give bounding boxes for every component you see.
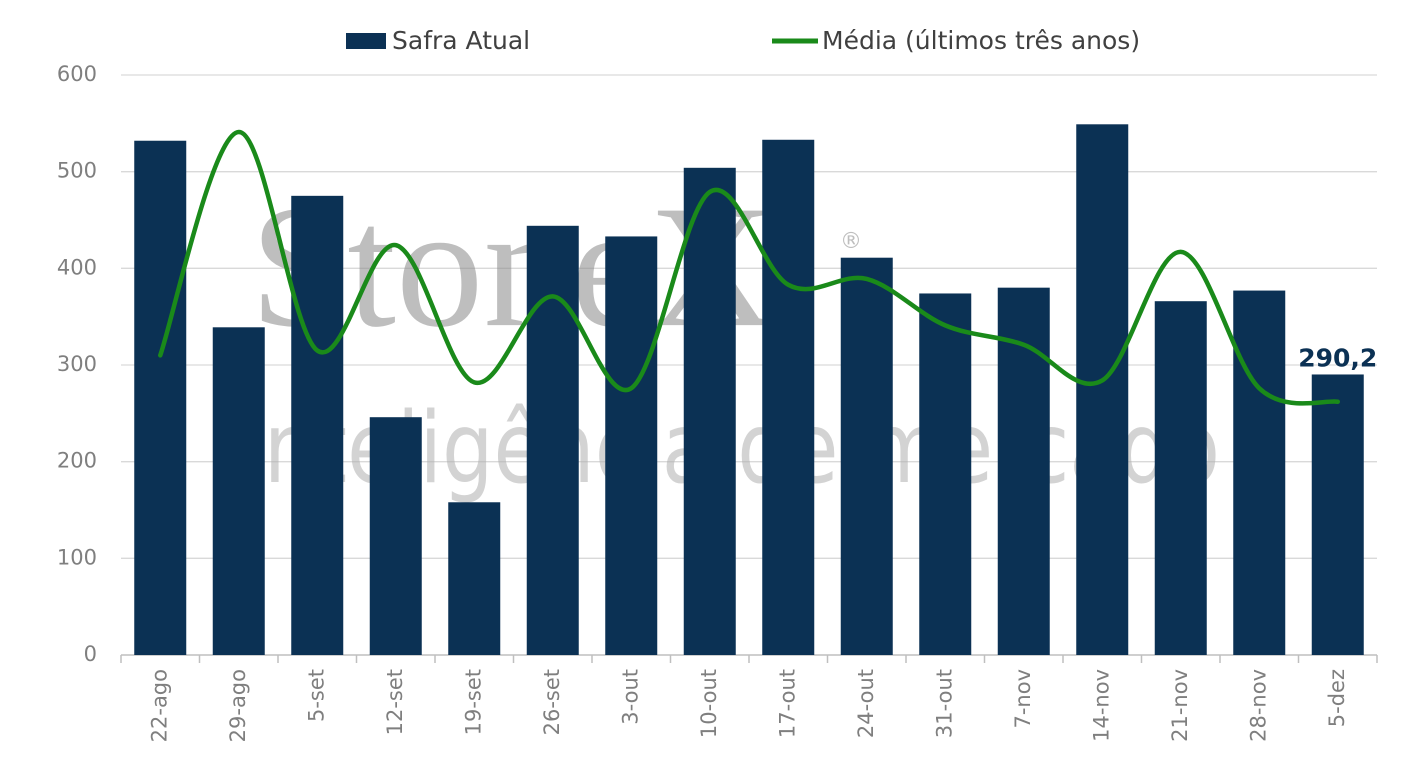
bar <box>1311 374 1364 655</box>
x-tick-label: 17-out <box>775 669 799 738</box>
bar <box>448 502 501 655</box>
y-tick-label: 300 <box>57 352 97 376</box>
data-label: 290,2 <box>1298 343 1377 372</box>
x-tick-label: 14-nov <box>1089 669 1113 742</box>
y-tick-label: 400 <box>57 255 97 279</box>
legend-label: Safra Atual <box>392 26 530 55</box>
x-tick-label: 29-ago <box>226 669 250 742</box>
line <box>158 129 1340 406</box>
bar <box>997 287 1050 655</box>
y-tick-label: 600 <box>57 62 97 86</box>
legend-label: Média (últimos três anos) <box>822 26 1140 55</box>
y-tick-label: 100 <box>57 545 97 569</box>
bar <box>840 257 893 655</box>
x-tick-label: 12-set <box>383 669 407 735</box>
x-tick-label: 31-out <box>932 669 956 738</box>
x-tick-label: 26-set <box>540 669 564 735</box>
bar <box>605 236 658 655</box>
bar <box>212 327 265 655</box>
bar <box>369 417 422 655</box>
bar <box>291 195 344 656</box>
x-tick-label: 10-out <box>697 669 721 738</box>
y-tick-label: 500 <box>57 159 97 183</box>
watermark-registered: ® <box>840 229 862 254</box>
bar <box>1233 290 1286 655</box>
x-tick-label: 28-nov <box>1246 669 1270 742</box>
x-tick-label: 21-nov <box>1168 669 1192 742</box>
bar <box>134 140 187 655</box>
bar <box>1154 301 1207 655</box>
x-tick-label: 5-dez <box>1325 669 1349 727</box>
y-tick-label: 200 <box>57 449 97 473</box>
x-tick-label: 24-out <box>854 669 878 738</box>
bar <box>683 167 736 656</box>
y-tick-label: 0 <box>84 642 97 666</box>
bar <box>1076 124 1129 656</box>
legend-swatch <box>346 33 386 49</box>
x-tick-label: 22-ago <box>147 669 171 742</box>
x-tick-label: 19-set <box>461 669 485 735</box>
bar <box>526 225 579 656</box>
bar <box>919 293 972 655</box>
x-tick-label: 3-out <box>618 669 642 725</box>
x-tick-label: 7-nov <box>1011 669 1035 729</box>
x-tick-label: 5-set <box>304 669 328 722</box>
bar <box>762 139 815 655</box>
